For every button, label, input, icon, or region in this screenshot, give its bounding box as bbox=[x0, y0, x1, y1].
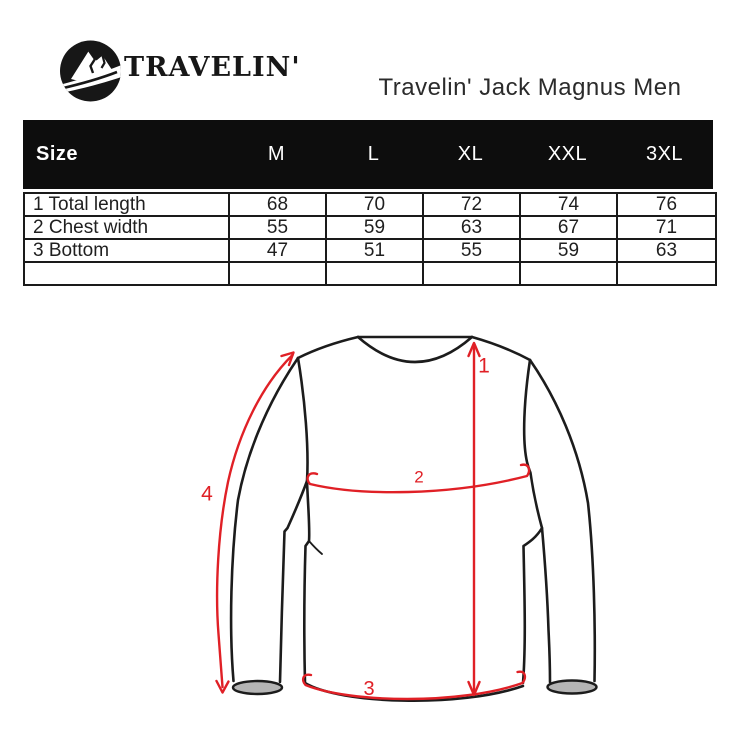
size-column-xl: XL bbox=[457, 143, 484, 165]
row-label-bottom: 3 Bottom bbox=[25, 240, 230, 263]
row-label-chest-width: 2 Chest width bbox=[25, 217, 230, 240]
product-title: Travelin' Jack Magnus Men bbox=[378, 74, 682, 101]
table-cell: 47 bbox=[230, 240, 327, 263]
table-cell: 74 bbox=[521, 194, 618, 217]
table-cell bbox=[327, 263, 424, 284]
table-cell: 63 bbox=[424, 217, 521, 240]
size-table-body: 1 Total length 68 70 72 74 76 2 Chest wi… bbox=[23, 192, 717, 286]
table-cell bbox=[230, 263, 327, 284]
measure-label-3: 3 bbox=[363, 678, 375, 700]
measure-label-1: 1 bbox=[478, 354, 490, 378]
table-cell: 55 bbox=[424, 240, 521, 263]
table-cell: 51 bbox=[327, 240, 424, 263]
table-cell: 68 bbox=[230, 194, 327, 217]
table-cell: 55 bbox=[230, 217, 327, 240]
table-cell: 72 bbox=[424, 194, 521, 217]
mountain-road-logo-icon bbox=[60, 40, 121, 102]
table-cell: 59 bbox=[327, 217, 424, 240]
table-cell: 76 bbox=[618, 194, 715, 217]
size-column-xxl: XXL bbox=[547, 143, 588, 165]
table-cell bbox=[618, 263, 715, 284]
table-cell: 71 bbox=[618, 217, 715, 240]
size-column-l: L bbox=[367, 143, 380, 165]
table-cell: 63 bbox=[618, 240, 715, 263]
table-cell: 70 bbox=[327, 194, 424, 217]
size-column-m: M bbox=[267, 143, 286, 165]
size-column-3xl: 3XL bbox=[645, 143, 684, 165]
brand-name: TRAVELIN' bbox=[124, 52, 301, 83]
table-cell bbox=[424, 263, 521, 284]
row-label-total-length: 1 Total length bbox=[25, 194, 230, 217]
table-cell: 59 bbox=[521, 240, 618, 263]
size-table-corner-label: Size bbox=[36, 143, 79, 165]
table-cell: 67 bbox=[521, 217, 618, 240]
size-table-header: Size M L XL XXL 3XL bbox=[23, 120, 713, 189]
measure-label-4: 4 bbox=[201, 482, 213, 506]
measure-label-2: 2 bbox=[414, 467, 424, 487]
table-cell bbox=[521, 263, 618, 284]
row-label-empty bbox=[25, 263, 230, 284]
